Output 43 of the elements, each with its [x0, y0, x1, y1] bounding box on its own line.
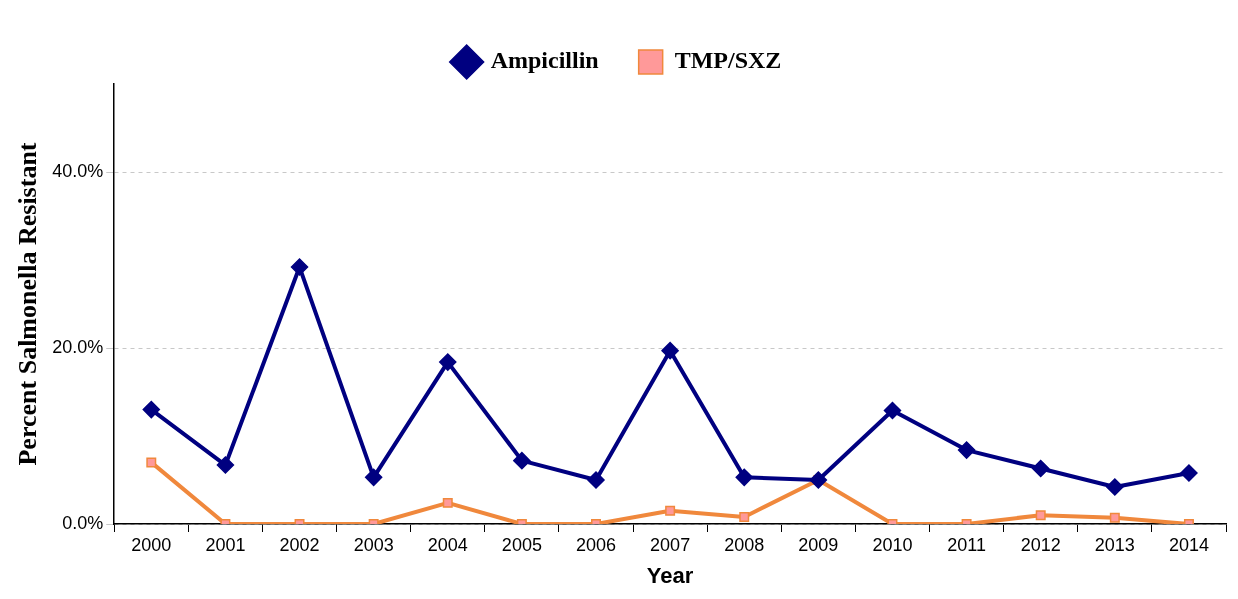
x-tick-label: 2008 [724, 534, 765, 555]
y-tick-label: 0.0% [62, 512, 104, 533]
point [142, 400, 161, 419]
x-tick-label: 2011 [947, 534, 986, 555]
x-tick-label: 2012 [1020, 534, 1061, 555]
y-tick-label: 40.0% [52, 160, 104, 181]
point [661, 341, 679, 360]
legend-label: TMP/SXZ [674, 47, 782, 74]
x-tick-label: 2009 [798, 534, 839, 555]
point [1109, 512, 1120, 523]
point [739, 511, 750, 522]
legend-label: Ampicillin [490, 47, 599, 74]
x-tick-label: 2003 [353, 534, 394, 555]
x-tick-label: 2004 [427, 534, 468, 555]
x-tick-label: 2007 [650, 534, 691, 555]
point [1180, 464, 1198, 482]
point [1106, 478, 1124, 496]
y-axis-title: Percent Salmonella Resistant [13, 142, 43, 466]
point [957, 441, 976, 459]
point [735, 468, 753, 487]
point [665, 505, 676, 516]
point [364, 468, 383, 487]
y-tick-label: 20.0% [52, 336, 104, 357]
point [216, 456, 235, 474]
x-tick-label: 2010 [872, 534, 913, 555]
point [1031, 459, 1050, 478]
point [439, 353, 457, 371]
point [290, 258, 309, 276]
point [809, 471, 828, 489]
x-tick-label: 2001 [205, 534, 246, 555]
point [513, 451, 531, 470]
point [146, 457, 157, 468]
point [587, 471, 605, 489]
x-tick-label: 2006 [575, 534, 617, 555]
point [442, 497, 453, 508]
x-tick-label: 2014 [1168, 534, 1209, 555]
point [883, 401, 902, 420]
x-tick-label: 2000 [131, 534, 172, 555]
point [1035, 510, 1046, 521]
x-axis-title: Year [646, 562, 694, 588]
x-tick-label: 2002 [279, 534, 320, 555]
x-tick-label: 2005 [501, 534, 542, 555]
x-tick-label: 2013 [1094, 534, 1135, 555]
